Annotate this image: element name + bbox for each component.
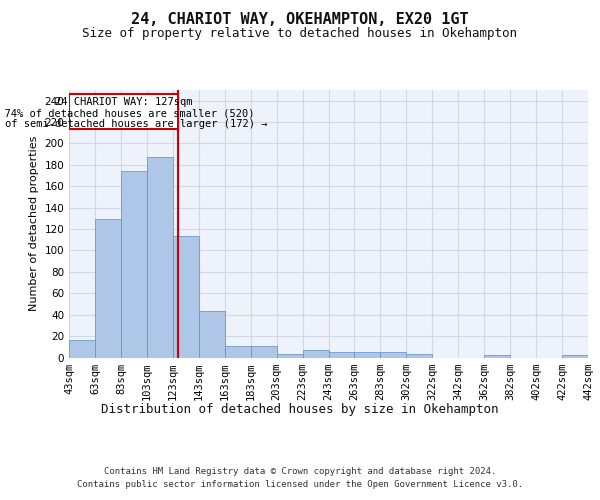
Text: Contains HM Land Registry data © Crown copyright and database right 2024.: Contains HM Land Registry data © Crown c…	[104, 468, 496, 476]
Bar	[406, 354, 432, 358]
Text: Contains public sector information licensed under the Open Government Licence v3: Contains public sector information licen…	[77, 480, 523, 489]
Bar	[173, 236, 199, 358]
Bar	[95, 220, 121, 358]
Text: ← 74% of detached houses are smaller (520): ← 74% of detached houses are smaller (52…	[0, 108, 255, 118]
Text: 24, CHARIOT WAY, OKEHAMPTON, EX20 1GT: 24, CHARIOT WAY, OKEHAMPTON, EX20 1GT	[131, 12, 469, 28]
Bar	[121, 172, 147, 358]
Bar	[147, 158, 173, 358]
Bar	[380, 352, 406, 358]
Bar	[484, 356, 510, 358]
Text: Distribution of detached houses by size in Okehampton: Distribution of detached houses by size …	[101, 402, 499, 415]
Bar	[329, 352, 355, 358]
Bar	[69, 340, 95, 357]
Y-axis label: Number of detached properties: Number of detached properties	[29, 136, 39, 312]
Text: 24% of semi-detached houses are larger (172) →: 24% of semi-detached houses are larger (…	[0, 119, 267, 129]
Text: Size of property relative to detached houses in Okehampton: Size of property relative to detached ho…	[83, 28, 517, 40]
Bar	[355, 352, 380, 358]
Bar	[225, 346, 251, 358]
Bar	[302, 350, 329, 358]
Bar	[277, 354, 302, 358]
Bar	[199, 312, 225, 358]
Bar	[562, 356, 588, 358]
Bar	[251, 346, 277, 358]
Text: 24 CHARIOT WAY: 127sqm: 24 CHARIOT WAY: 127sqm	[55, 98, 192, 108]
Bar	[69, 94, 178, 128]
